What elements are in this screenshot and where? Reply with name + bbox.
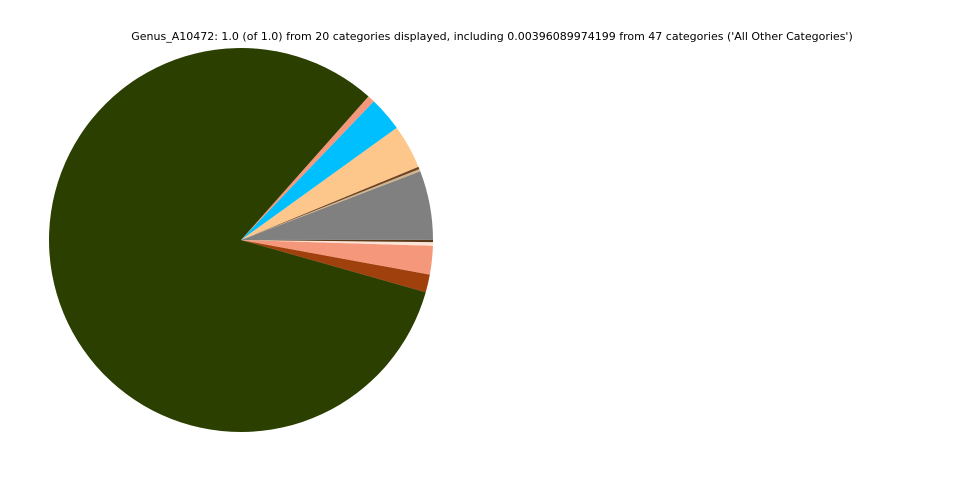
pie-slice bbox=[241, 101, 397, 240]
pie-slice bbox=[48, 47, 426, 433]
pie-slice bbox=[241, 240, 430, 293]
pie-slice bbox=[241, 168, 421, 240]
pie-slice bbox=[241, 127, 419, 240]
pie-slice bbox=[241, 240, 433, 275]
pie-slice bbox=[241, 171, 433, 240]
chart-title: Genus_A10472: 1.0 (of 1.0) from 20 categ… bbox=[131, 30, 853, 43]
pie-slice bbox=[241, 166, 420, 240]
pie-slice bbox=[241, 239, 433, 243]
pie-slice bbox=[241, 96, 374, 240]
pie-slice bbox=[241, 240, 433, 246]
